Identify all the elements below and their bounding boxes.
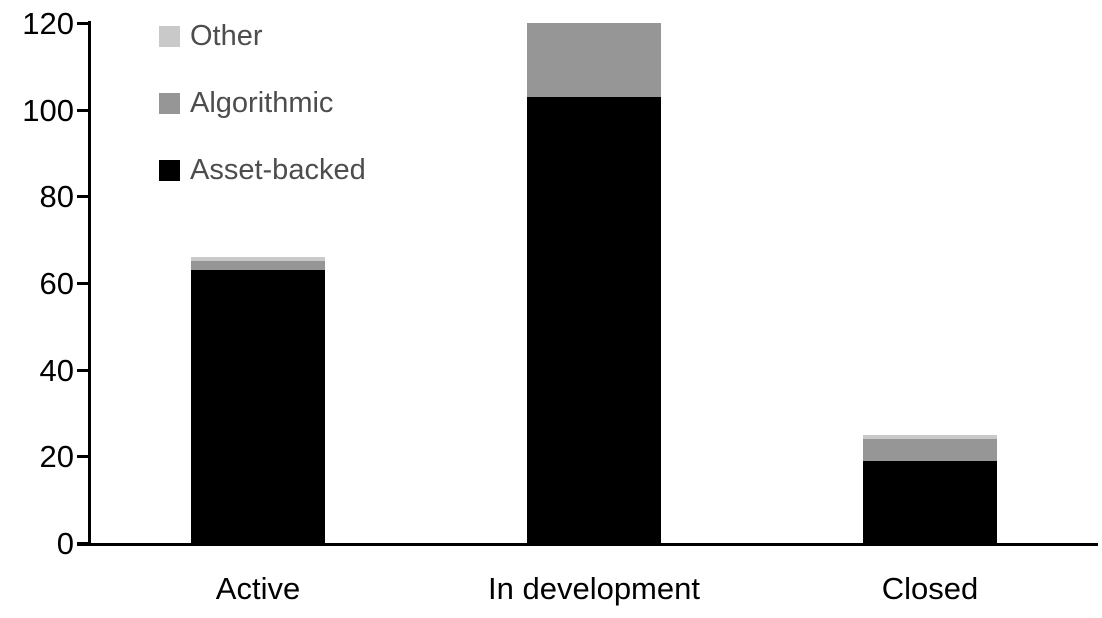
bar-segment-other-closed xyxy=(863,434,997,439)
y-tick-label: 0 xyxy=(56,526,74,561)
bar-segment-asset-backed-in-development xyxy=(527,96,661,543)
y-axis-tick xyxy=(77,108,91,112)
bar-segment-other-active xyxy=(191,257,325,262)
y-tick-label: 40 xyxy=(39,352,74,388)
x-axis-label-closed: Closed xyxy=(881,571,979,606)
x-axis-label-active: Active xyxy=(215,571,301,606)
y-tick-label: 60 xyxy=(39,266,74,301)
legend-label: Asset-backed xyxy=(190,153,366,186)
y-axis-tick xyxy=(77,542,91,545)
legend-item-asset-backed: Asset-backed xyxy=(159,155,366,184)
bar-segment-asset-backed-closed xyxy=(863,460,997,543)
legend-item-other: Other xyxy=(159,21,263,50)
y-tick-label: 20 xyxy=(39,439,74,475)
legend-swatch-icon xyxy=(159,92,180,114)
y-tick-label: 120 xyxy=(22,6,74,41)
bar-segment-asset-backed-active xyxy=(191,270,325,543)
y-tick-label: 100 xyxy=(22,92,74,128)
bar-segment-algorithmic-closed xyxy=(863,439,997,461)
legend-item-algorithmic: Algorithmic xyxy=(159,88,333,117)
y-axis-tick xyxy=(77,368,91,372)
legend-swatch-icon xyxy=(159,25,180,47)
y-axis-tick xyxy=(77,22,91,25)
x-axis-label-in-development: In development xyxy=(488,571,700,606)
x-axis-line xyxy=(77,543,1098,546)
legend-label: Other xyxy=(190,19,263,52)
bar-segment-algorithmic-in-development xyxy=(527,23,661,97)
y-axis-tick xyxy=(77,282,91,285)
y-axis-tick xyxy=(77,195,91,199)
bar-segment-algorithmic-active xyxy=(191,261,325,270)
y-tick-label: 80 xyxy=(39,179,74,215)
y-axis-tick xyxy=(77,455,91,459)
legend-label: Algorithmic xyxy=(190,86,334,119)
legend-swatch-icon xyxy=(159,159,180,181)
